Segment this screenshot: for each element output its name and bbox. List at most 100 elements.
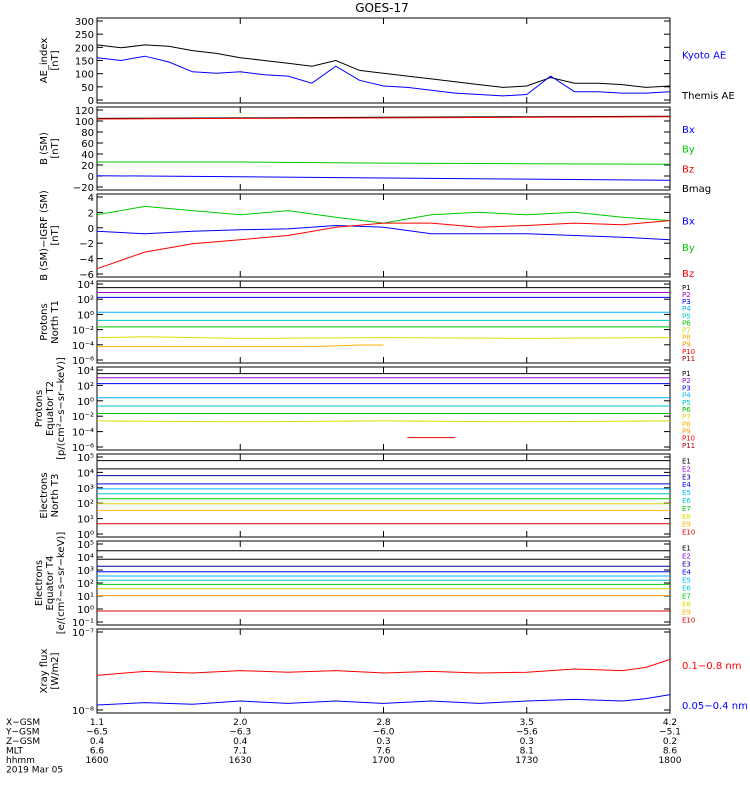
y-tick-label: 100: [75, 70, 94, 81]
y-tick-label: 10¹: [77, 592, 94, 603]
legend-entry: P5: [682, 312, 691, 320]
legend-entry: 0.1−0.8 nm: [682, 661, 741, 672]
panel-3: 4 2 0 −2 −4 −6 B (SM)−IGRF (SM) [nT] Bx By Bz: [39, 190, 695, 281]
y-tick-label: 80: [81, 128, 94, 139]
y-tick-label: −6: [79, 270, 94, 281]
x-axis-value: 1800: [659, 756, 682, 766]
y-axis-label: [nT]: [50, 50, 61, 70]
legend-entry: E8: [682, 513, 691, 521]
y-tick-label: 10⁰: [77, 605, 94, 616]
plot-frame: [96, 280, 671, 364]
y-tick-label: 150: [75, 57, 94, 68]
legend-entry: P4: [682, 392, 691, 400]
legend-entry: P8: [682, 334, 691, 342]
x-axis-row-label: Y−GSM: [5, 728, 40, 738]
legend-entry: E5: [682, 489, 691, 497]
y-axis-label: North T1: [50, 300, 61, 344]
x-axis-value: 7.6: [376, 747, 391, 757]
y-tick-label: 100: [75, 117, 94, 128]
legend-entry: Bmag: [682, 184, 711, 195]
y-tick-label: 10²: [77, 295, 94, 306]
series-line-kyoto-ae: [96, 55, 671, 97]
legend-entry: E2: [682, 465, 691, 473]
y-tick-label: 10²: [77, 579, 94, 590]
x-axis-row-label: X−GSM: [6, 718, 40, 728]
y-tick-label: 10⁰: [77, 397, 94, 408]
panel-7: 10⁵ 10⁴ 10³ 10² 10¹ 10⁰ 10⁻¹ Electrons Equator T…: [34, 532, 695, 635]
legend-entry: E6: [682, 585, 691, 593]
legend-entry: Bz: [682, 164, 694, 175]
panel-8: 10⁻⁷ 10⁻⁸ Xray flux [W/m2] 0.1−0.8 nm 0.05−0.…: [39, 628, 748, 717]
legend-entry: P11: [682, 355, 695, 363]
legend-entry: E4: [682, 569, 691, 577]
y-axis-label: Protons: [39, 303, 50, 340]
y-axis-label: AE_index: [39, 38, 50, 84]
legend-entry: E7: [682, 593, 691, 601]
series-line-bx: [96, 224, 671, 241]
y-tick-label: 4: [88, 193, 94, 204]
y-tick-label: 40: [81, 150, 94, 161]
y-axis-label: [nT]: [50, 138, 61, 158]
y-tick-label: 10⁻⁶: [72, 356, 94, 367]
x-axis-row-label: MLT: [6, 747, 24, 757]
x-axis-value: 1600: [86, 756, 109, 766]
y-axis-label: Equator T4: [45, 556, 56, 611]
legend-entry: P9: [682, 341, 691, 349]
x-axis-value: 8.1: [520, 747, 534, 757]
y-axis-label: B (SM)−IGRF (SM): [39, 190, 50, 281]
series-line-by: [97, 161, 671, 165]
y-tick-label: 2: [88, 208, 94, 219]
x-axis-value: 1730: [515, 756, 538, 766]
y-axis-label: Equator T2: [45, 381, 56, 436]
legend-entry: E2: [682, 553, 691, 561]
legend-entry: 0.05−0.4 nm: [682, 701, 748, 712]
y-tick-label: 10⁴: [77, 366, 94, 377]
y-tick-label: 50: [81, 83, 94, 94]
series-line-0-05-0-4-nm: [96, 694, 671, 706]
y-tick-label: 0: [88, 224, 94, 235]
y-tick-label: 0: [88, 172, 94, 183]
y-tick-label: 10⁴: [77, 553, 94, 564]
legend-entry: E5: [682, 577, 691, 585]
y-tick-label: 10⁵: [77, 540, 94, 551]
legend-entry: Themis AE: [681, 91, 735, 102]
x-axis-value: 1700: [372, 756, 395, 766]
legend-entry: E8: [682, 601, 691, 609]
x-axis-row-label: Z−GSM: [6, 737, 40, 747]
y-tick-label: 10⁻⁴: [72, 341, 94, 352]
y-tick-label: 0: [88, 96, 94, 107]
series-line-bx: [96, 175, 671, 181]
y-tick-label: 20: [81, 161, 94, 172]
y-tick-label: −20: [73, 183, 94, 194]
x-axis-value: 6.6: [90, 747, 105, 757]
legend-entry: By: [682, 243, 695, 254]
x-axis-table: X−GSMY−GSMZ−GSMMLThhmm1.1−6.50.46.616002…: [5, 718, 682, 776]
y-axis-label: Electrons: [34, 560, 45, 606]
legend-entry: E1: [682, 458, 691, 466]
y-tick-label: 300: [75, 17, 94, 28]
y-tick-label: 10⁵: [77, 453, 94, 464]
legend-entry: E9: [682, 521, 691, 529]
legend-entry: P11: [682, 442, 695, 450]
figure-title: GOES-17: [355, 1, 409, 15]
legend-entry: P8: [682, 420, 691, 428]
series-line-by: [96, 205, 671, 224]
y-axis-label: [p/(cm²−s−sr−keV)]: [56, 357, 67, 460]
plot-frame: [96, 453, 671, 538]
y-tick-label: 250: [75, 30, 94, 41]
plot-frame: [96, 17, 671, 104]
x-axis-value: 0.4: [233, 737, 248, 747]
legend-entry: Bx: [682, 125, 695, 136]
legend-entry: E6: [682, 497, 691, 505]
x-axis-value: 0.3: [520, 737, 534, 747]
y-tick-label: 120: [75, 106, 94, 117]
y-tick-label: 200: [75, 43, 94, 54]
legend-entry: E10: [682, 529, 695, 537]
panel-5: 10⁴ 10² 10⁰ 10⁻² 10⁻⁴ 10⁻⁶ Protons Equator T2 [p…: [34, 357, 695, 460]
y-tick-label: 10³: [77, 484, 94, 495]
x-axis-value: 0.3: [376, 737, 390, 747]
x-axis-value: 3.5: [520, 718, 534, 728]
y-axis-label: Protons: [34, 390, 45, 427]
legend-entry: P3: [682, 298, 691, 306]
